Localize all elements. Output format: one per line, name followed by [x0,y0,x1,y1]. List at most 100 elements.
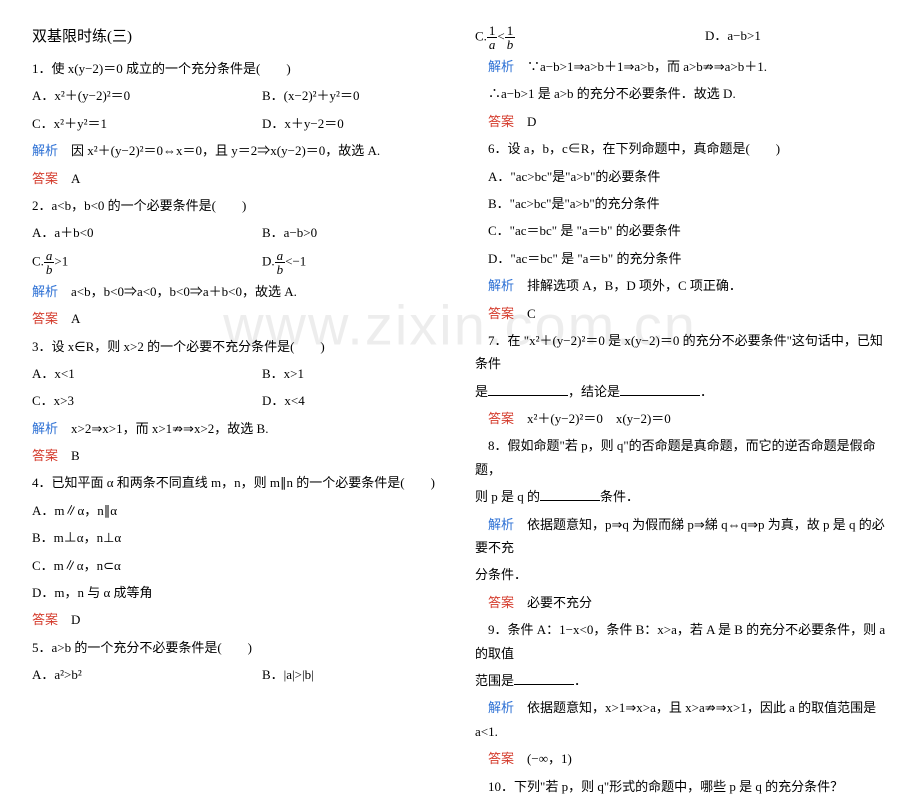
q6-opt-d: D．"ac＝bc" 是 "a＝b" 的充分条件 [475,247,888,270]
q5-opt-b: B．|a|>|b| [262,663,314,686]
q3-row-ab: A．x<1 B．x>1 [32,362,445,385]
q2-daan-text: A [58,311,80,326]
q3-jiexi: 解析 x>2⇒x>1，而 x>1⇏⇒x>2，故选 B. [32,417,445,440]
q5-row-ab: A．a²>b² B．|a|>|b| [32,663,445,686]
q4-opt-d: D．m，n 与 α 成等角 [32,581,445,604]
q2-opt-b: B．a−b>0 [262,221,317,244]
q6-daan-text: C [514,306,536,321]
q1-daan-text: A [58,171,80,186]
q4-opt-c: C．m∥α，n⊂α [32,554,445,577]
q1-row-ab: A．x²＋(y−2)²＝0 B．(x−2)²＋y²＝0 [32,84,445,107]
q1-opt-a: A．x²＋(y−2)²＝0 [32,84,262,107]
q9-daan: 答案 (−∞，1) [475,747,888,770]
q3-daan-text: B [58,448,80,463]
q10-stem: 10．下列"若 p，则 q"形式的命题中，哪些 p 是 q 的充分条件？ [475,775,888,798]
q8-daan-text: 必要不充分 [514,595,592,610]
daan-label: 答案 [32,311,58,326]
q3-stem: 3．设 x∈R，则 x>2 的一个必要不充分条件是( ) [32,335,445,358]
q5-row-cd: C.1a<1b D．a−b>1 [475,24,888,51]
q8-jiexi-a: 解析 依据题意知，p⇒q 为假而綈 p⇒綈 q⇔q⇒p 为真，故 p 是 q 的… [475,513,888,560]
blank [620,383,700,395]
q7-stem-b: 是，结论是． [475,380,888,403]
jiexi-label: 解析 [488,700,514,715]
left-column: 双基限时练(三) 1．使 x(y−2)＝0 成立的一个充分条件是( ) A．x²… [0,0,463,651]
q4-daan-text: D [58,612,80,627]
q2-row-ab: A．a＋b<0 B．a−b>0 [32,221,445,244]
q5-jiexi1: 解析 ∵a−b>1⇒a>b＋1⇒a>b，而 a>b⇏⇒a>b＋1. [475,55,888,78]
q7-stem-a: 7．在 "x²＋(y−2)²＝0 是 x(y−2)＝0 的充分不必要条件"这句话… [475,329,888,376]
main-title: 双基限时练(三) [32,24,445,51]
q2-jiexi: 解析 a<b，b<0⇒a<0，b<0⇒a＋b<0，故选 A. [32,280,445,303]
jiexi-label: 解析 [488,278,514,293]
q3-daan: 答案 B [32,444,445,467]
q8-jiexi-text-a: 依据题意知，p⇒q 为假而綈 p⇒綈 q⇔q⇒p 为真，故 p 是 q 的必要不… [475,517,885,555]
q7-daan-text: x²＋(y−2)²＝0 x(y−2)＝0 [514,411,671,426]
q5-daan: 答案 D [475,110,888,133]
q1-jiexi-text: 因 x²＋(y−2)²＝0⇔x＝0，且 y＝2⇒x(y−2)＝0，故选 A. [58,143,380,158]
q5-opt-d: D．a−b>1 [705,24,761,51]
jiexi-label: 解析 [488,517,514,532]
page: 双基限时练(三) 1．使 x(y−2)＝0 成立的一个充分条件是( ) A．x²… [0,0,920,651]
jiexi-label: 解析 [488,59,514,74]
jiexi-label: 解析 [32,421,58,436]
q5-opt-c: C.1a<1b [475,24,705,51]
q3-row-cd: C．x>3 D．x<4 [32,389,445,412]
q6-opt-b: B．"ac>bc"是"a>b"的充分条件 [475,192,888,215]
q8-stem-a: 8．假如命题"若 p，则 q"的否命题是真命题，而它的逆否命题是假命题， [475,434,888,481]
q9-stem-b: 范围是． [475,669,888,692]
q2-opt-d: D.ab<−1 [262,249,306,276]
jiexi-label: 解析 [32,143,58,158]
q2-daan: 答案 A [32,307,445,330]
q3-jiexi-text: x>2⇒x>1，而 x>1⇏⇒x>2，故选 B. [58,421,268,436]
q1-opt-b: B．(x−2)²＋y²＝0 [262,84,359,107]
jiexi-label: 解析 [32,284,58,299]
q3-opt-b: B．x>1 [262,362,304,385]
q5-opt-a: A．a²>b² [32,663,262,686]
q1-opt-c: C．x²＋y²＝1 [32,112,262,135]
q3-opt-a: A．x<1 [32,362,262,385]
q8-jiexi-text-b: 分条件． [475,567,527,582]
q4-stem: 4．已知平面 α 和两条不同直线 m，n，则 m∥n 的一个必要条件是( ) [32,471,445,494]
q6-opt-a: A．"ac>bc"是"a>b"的必要条件 [475,165,888,188]
daan-label: 答案 [32,612,58,627]
q8-jiexi-b: 分条件． [475,563,888,586]
blank [540,489,600,501]
q6-stem: 6．设 a，b，c∈R，在下列命题中，真命题是( ) [475,137,888,160]
q5-jiexi-text2: ∴a−b>1 是 a>b 的充分不必要条件．故选 D. [488,86,736,101]
q5-stem: 5．a>b 的一个充分不必要条件是( ) [32,636,445,659]
q6-daan: 答案 C [475,302,888,325]
q9-daan-text: (−∞，1) [514,751,572,766]
q2-row-cd: C.ab>1 D.ab<−1 [32,249,445,276]
q8-stem-b: 则 p 是 q 的条件． [475,485,888,508]
q9-jiexi-text: 依据题意知，x>1⇒x>a，且 x>a⇏⇒x>1，因此 a 的取值范围是 a<1… [475,700,876,738]
q1-opt-d: D．x＋y−2＝0 [262,112,344,135]
q2-opt-a: A．a＋b<0 [32,221,262,244]
q1-jiexi: 解析 因 x²＋(y−2)²＝0⇔x＝0，且 y＝2⇒x(y−2)＝0，故选 A… [32,139,445,162]
q6-opt-c: C．"ac＝bc" 是 "a＝b" 的必要条件 [475,219,888,242]
daan-label: 答案 [32,171,58,186]
q4-opt-a: A．m∥α，n∥α [32,499,445,522]
q9-stem-a: 9．条件 A：1−x<0，条件 B：x>a，若 A 是 B 的充分不必要条件，则… [475,618,888,665]
daan-label: 答案 [488,306,514,321]
q5-jiexi2: ∴a−b>1 是 a>b 的充分不必要条件．故选 D. [475,82,888,105]
q2-jiexi-text: a<b，b<0⇒a<0，b<0⇒a＋b<0，故选 A. [58,284,297,299]
daan-label: 答案 [488,595,514,610]
daan-label: 答案 [488,114,514,129]
q6-jiexi: 解析 排解选项 A，B，D 项外，C 项正确． [475,274,888,297]
daan-label: 答案 [488,411,514,426]
q4-opt-b: B．m⊥α，n⊥α [32,526,445,549]
blank [514,673,574,685]
q8-daan: 答案 必要不充分 [475,591,888,614]
q7-daan: 答案 x²＋(y−2)²＝0 x(y−2)＝0 [475,407,888,430]
q3-opt-d: D．x<4 [262,389,305,412]
q2-opt-c: C.ab>1 [32,249,262,276]
q3-opt-c: C．x>3 [32,389,262,412]
q6-jiexi-text: 排解选项 A，B，D 项外，C 项正确． [514,278,742,293]
q5-jiexi-text1: ∵a−b>1⇒a>b＋1⇒a>b，而 a>b⇏⇒a>b＋1. [514,59,767,74]
q1-row-cd: C．x²＋y²＝1 D．x＋y−2＝0 [32,112,445,135]
q5-daan-text: D [514,114,536,129]
q1-daan: 答案 A [32,167,445,190]
q4-daan: 答案 D [32,608,445,631]
q1-stem: 1．使 x(y−2)＝0 成立的一个充分条件是( ) [32,57,445,80]
q9-jiexi: 解析 依据题意知，x>1⇒x>a，且 x>a⇏⇒x>1，因此 a 的取值范围是 … [475,696,888,743]
